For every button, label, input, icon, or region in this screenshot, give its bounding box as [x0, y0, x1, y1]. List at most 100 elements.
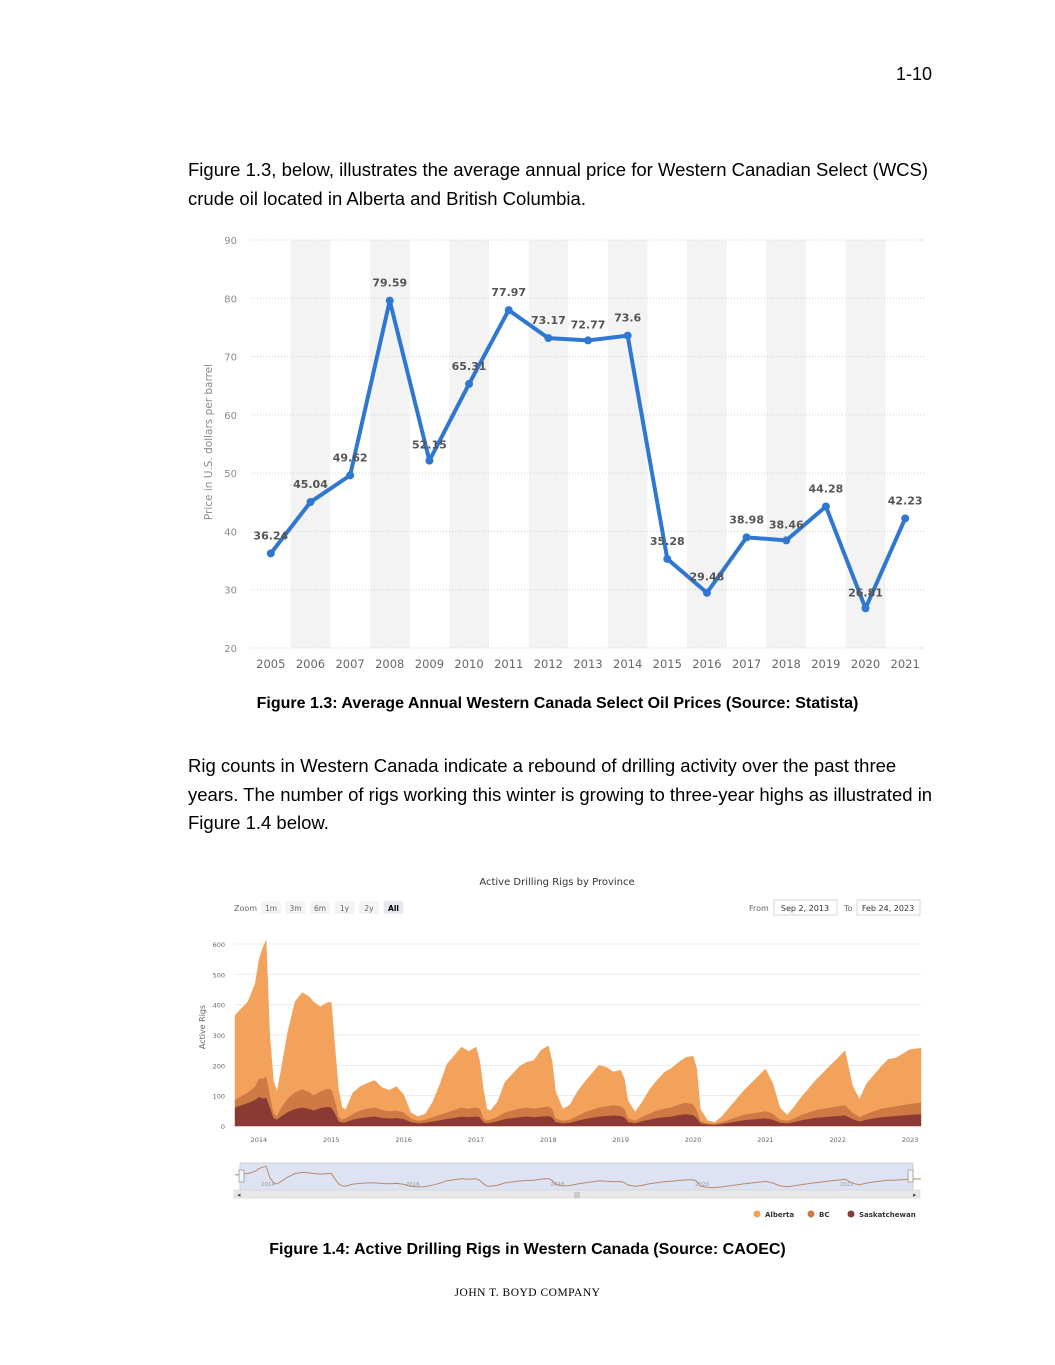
data-label: 45.04: [293, 478, 328, 491]
data-point[interactable]: [663, 554, 672, 563]
zoom-button-1m[interactable]: [261, 901, 281, 914]
data-label: 79.59: [372, 277, 407, 290]
data-point[interactable]: [623, 331, 632, 340]
x-tick-label: 2018: [772, 657, 801, 671]
zoom-button-label: 6m: [314, 904, 326, 913]
data-point[interactable]: [821, 502, 830, 511]
intro-paragraph-figure-1-3: Figure 1.3, below, illustrates the avera…: [188, 159, 929, 209]
y-tick-label: 60: [224, 411, 237, 422]
data-label: 44.28: [808, 482, 843, 495]
x-tick-label: 2021: [757, 1136, 774, 1144]
y-tick-label: 80: [224, 294, 237, 305]
to-date-input[interactable]: [856, 899, 921, 916]
x-tick-label: 2008: [375, 657, 404, 671]
x-tick-label: 2006: [296, 657, 325, 671]
navigator-window[interactable]: [239, 1162, 914, 1192]
data-point[interactable]: [782, 536, 791, 545]
y-tick-label: 500: [213, 971, 225, 979]
navigator-tick-label: 2018: [550, 1182, 564, 1188]
y-tick-label: 40: [224, 527, 237, 538]
data-label: 77.97: [491, 286, 526, 299]
wcs-price-line-chart: 20 30 40 50 60 70 80 90 2005 2006 2007 2008 2009 201…: [195, 222, 930, 671]
data-point[interactable]: [306, 498, 315, 507]
zoom-button-label: 2y: [364, 904, 374, 913]
legend-label-alberta[interactable]: Alberta: [765, 1211, 794, 1219]
data-label: 35.28: [650, 535, 685, 548]
navigator-tick-label: 2020: [695, 1182, 709, 1188]
scroll-right-arrow-icon[interactable]: ▸: [913, 1191, 917, 1199]
data-point[interactable]: [742, 533, 751, 542]
column-band: [290, 240, 331, 648]
zoom-button-3m[interactable]: [285, 901, 306, 914]
data-label: 73.17: [531, 314, 566, 327]
zoom-button-6m[interactable]: [310, 901, 330, 914]
navigator-scrollbar[interactable]: [233, 1189, 921, 1199]
legend-label-bc[interactable]: BC: [819, 1211, 829, 1219]
zoom-button-label: 1m: [265, 904, 277, 913]
x-tick-label: 2009: [415, 657, 444, 671]
legend-label-saskatchewan[interactable]: Saskatchewan: [859, 1211, 916, 1219]
x-tick-label: 2017: [732, 657, 761, 671]
y-tick-label: 20: [224, 644, 237, 655]
from-date-input[interactable]: [773, 899, 838, 916]
scrollbar-grip-icon: |||: [574, 1192, 580, 1199]
x-tick-label: 2013: [573, 657, 602, 671]
x-tick-label: 2007: [335, 657, 364, 671]
rig-count-paragraph: Rig counts in Western Canada indicate a …: [188, 755, 933, 833]
x-tick-label: 2019: [811, 657, 840, 671]
navigator-tick-label: 2016: [406, 1182, 420, 1188]
data-point[interactable]: [584, 336, 592, 345]
data-label: 52.15: [412, 439, 447, 452]
navigator-left-handle[interactable]: [238, 1169, 245, 1183]
x-tick-label: 2005: [256, 657, 285, 671]
x-tick-label: 2023: [902, 1136, 919, 1144]
data-point[interactable]: [266, 549, 275, 558]
navigator-tick-label: 2022: [840, 1182, 854, 1188]
y-tick-label: 200: [213, 1062, 225, 1070]
scroll-left-arrow-icon[interactable]: ◂: [237, 1191, 241, 1199]
column-band: [766, 240, 807, 648]
x-tick-label: 2015: [323, 1136, 340, 1144]
data-point[interactable]: [544, 334, 553, 343]
company-footer: JOHN T. BOYD COMPANY: [454, 1287, 601, 1299]
x-tick-label: 2011: [494, 657, 523, 671]
data-point[interactable]: [465, 379, 474, 388]
data-label: 36.24: [253, 529, 288, 542]
x-tick-label: 2014: [613, 657, 642, 671]
data-point[interactable]: [346, 471, 355, 480]
alberta-area[interactable]: [234, 940, 922, 1125]
x-tick-label: 2012: [534, 657, 563, 671]
x-tick-label: 2010: [454, 657, 483, 671]
data-label: 29.48: [690, 571, 725, 584]
y-tick-label: 70: [224, 353, 237, 364]
from-date-value: Sep 2, 2013: [781, 904, 829, 913]
column-band: [687, 240, 727, 648]
saskatchewan-area[interactable]: [234, 1096, 922, 1127]
legend-marker-saskatchewan: [847, 1210, 855, 1218]
x-tick-label: 2020: [851, 657, 880, 671]
x-tick-label: 2016: [395, 1136, 412, 1144]
to-label: To: [843, 904, 853, 913]
y-tick-label: 90: [224, 236, 237, 247]
data-point[interactable]: [861, 604, 870, 613]
x-tick-label: 2022: [830, 1136, 847, 1144]
zoom-button-label: All: [388, 904, 399, 913]
zoom-button-1y[interactable]: [334, 901, 355, 914]
y-tick-label: 300: [213, 1032, 225, 1040]
data-point[interactable]: [504, 306, 513, 315]
data-point[interactable]: [901, 514, 910, 523]
x-tick-label: 2014: [251, 1136, 268, 1144]
zoom-button-All[interactable]: [383, 901, 404, 914]
data-point[interactable]: [385, 296, 394, 305]
navigator-right-handle[interactable]: [907, 1169, 914, 1183]
chart-title: Active Drilling Rigs by Province: [479, 877, 634, 888]
data-point[interactable]: [425, 456, 434, 465]
data-label: 26.81: [848, 586, 883, 599]
data-label: 72.77: [571, 318, 606, 331]
x-tick-label: 2020: [685, 1136, 702, 1144]
page-number: 1-10: [895, 64, 932, 84]
y-tick-label: 100: [213, 1093, 225, 1101]
y-tick-label: 600: [213, 941, 225, 949]
data-point[interactable]: [702, 588, 711, 597]
zoom-button-2y[interactable]: [359, 901, 379, 914]
